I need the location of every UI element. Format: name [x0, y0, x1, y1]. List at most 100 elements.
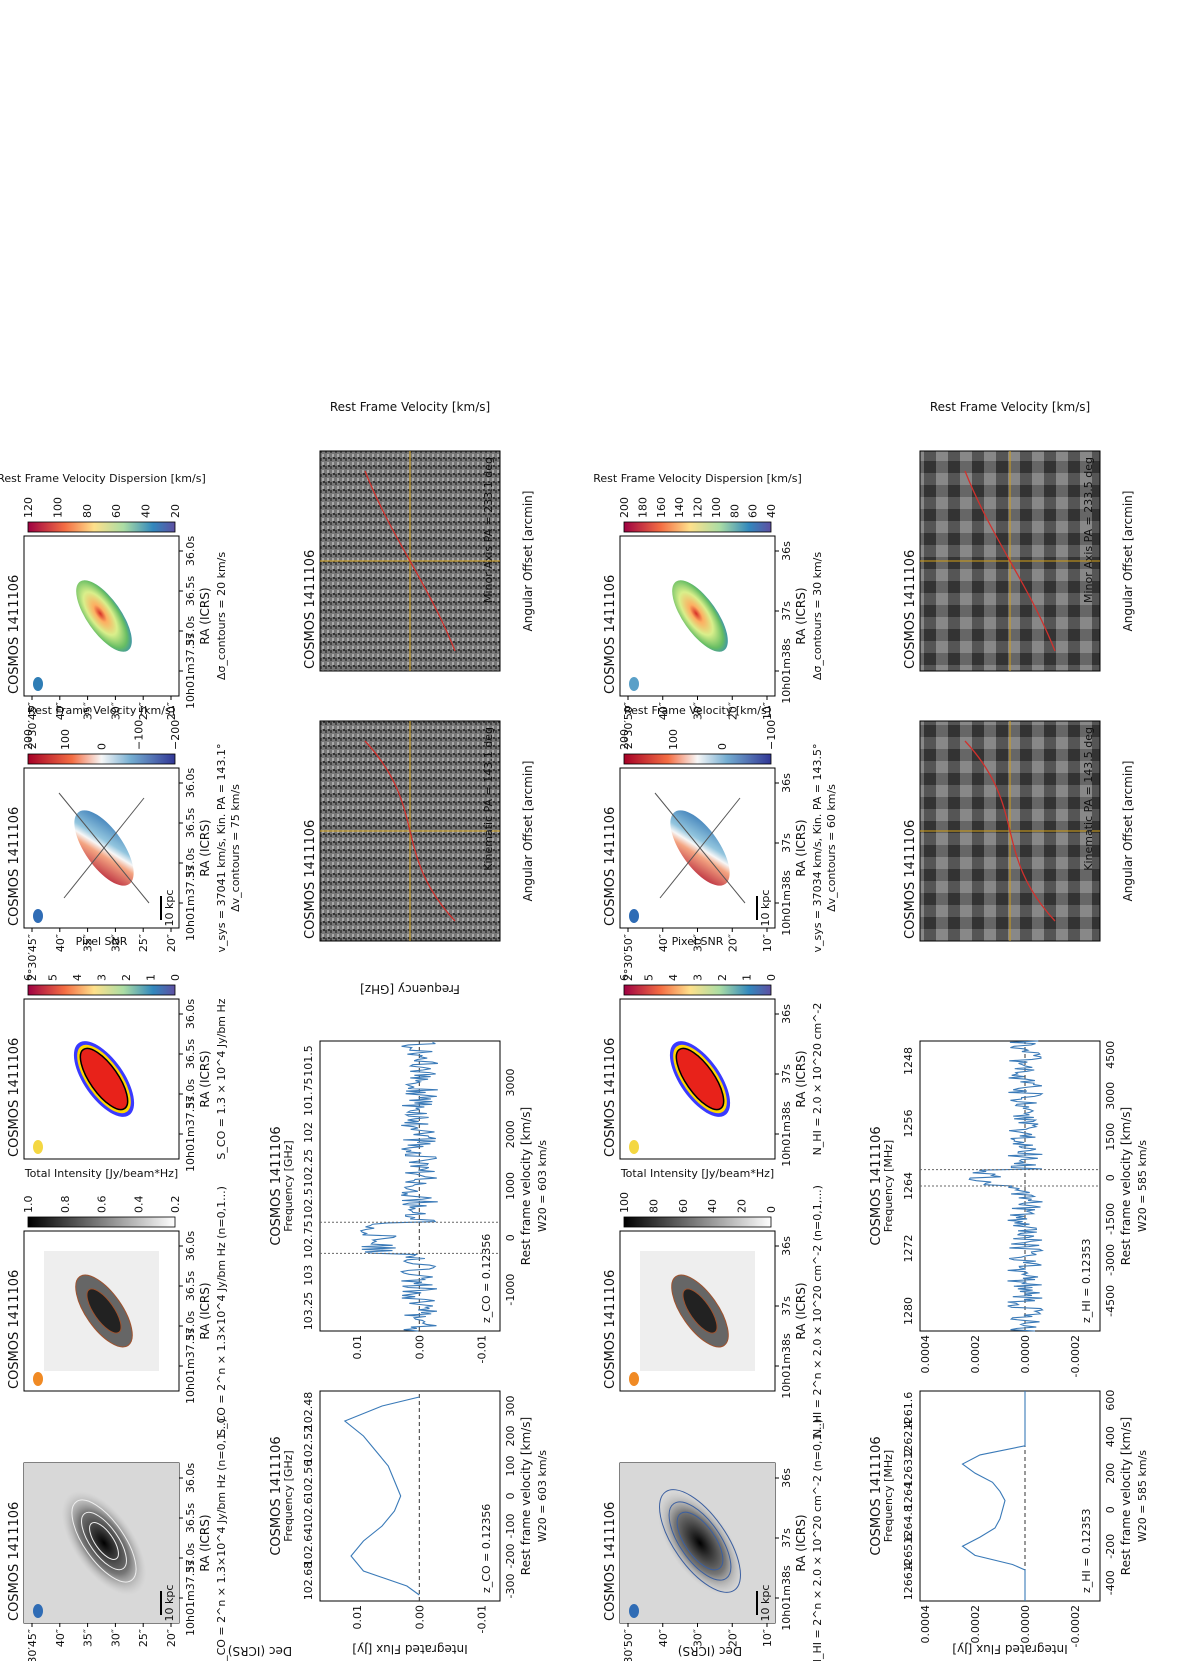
co-velocity-contours: Δv_contours = 75 km/s — [229, 784, 242, 912]
co-spec-large-top-tick: 101.75 — [302, 1077, 315, 1116]
co-velocity-colorbar — [27, 753, 176, 765]
hi-dispersion-field — [672, 580, 728, 652]
hi-spec-small-y-tick: 0.0002 — [969, 1605, 982, 1644]
co-intensity-ra-label: 36.5s — [184, 1271, 197, 1301]
co-dispersion-image — [33, 580, 132, 691]
co-spec-small-series — [343, 1396, 420, 1596]
hi-spec-large-y-tick: -0.0002 — [1069, 1335, 1082, 1377]
hi-dispersion-dec-label: 30″ — [692, 702, 705, 720]
hi-optical-beam — [629, 1604, 639, 1618]
co-dispersion-ra-label: 36.5s — [184, 576, 197, 606]
hi-velocity-colorbar-tick: −100 — [765, 720, 778, 750]
hi-snr-colorbar-label: Pixel SNR — [672, 935, 724, 948]
hi-pv-min-contour — [964, 470, 1056, 652]
co-snr-core — [79, 1047, 129, 1111]
co-snr-colorbar-tick: 6 — [22, 974, 35, 981]
co-spec-large-x-tick: 1000 — [504, 1172, 517, 1200]
hi-velocity-dec-label: 40″ — [657, 934, 670, 952]
co-optical-contour — [89, 1522, 119, 1560]
hi-intensity-caption: N_HI = 2^n × 2.0 × 10^20 cm^-2 (n=0,1,..… — [811, 1185, 824, 1437]
hi-velocity-dec-label: 30″ — [692, 934, 705, 952]
hi-velocity-minor-axis — [659, 797, 741, 899]
hi-intensity-ra-label: 36s — [780, 1236, 793, 1256]
co-dispersion-colorbar-label: Rest Frame Velocity Dispersion [km/s] — [0, 472, 206, 485]
co-optical-contour — [81, 1511, 127, 1571]
co-optical-scalebar-label: 10 kpc — [163, 1585, 176, 1622]
hi-velocity-dec-label: 2°30′50″ — [622, 934, 635, 981]
hi-optical-contour — [676, 1511, 724, 1571]
co-spec-small-x-tick: 200 — [504, 1426, 517, 1447]
co-velocity-beam — [33, 909, 43, 923]
co-intensity-colorbar-tick: 1.0 — [22, 1196, 35, 1214]
hi-velocity-ra-label: 36s — [780, 773, 793, 793]
hi-dispersion-ra-label: 36s — [780, 541, 793, 561]
co-snr-caption: S_CO = 1.3 × 10^4 Jy/bm Hz — [215, 998, 228, 1159]
co-dispersion-dec-label: 35″ — [82, 702, 95, 720]
hi-intensity-colorbar-tick: 100 — [618, 1192, 631, 1213]
hi-snr-core — [675, 1047, 725, 1111]
co-dispersion-ra-axis-label: RA (ICRS) — [198, 587, 212, 644]
co-snr-colorbar-tick: 5 — [47, 974, 60, 981]
hi-pv-min-rfv-label: Rest Frame Velocity [km/s] — [930, 400, 1090, 414]
hi-pv-min-x-axis-label: Angular Offset [arcmin] — [1121, 491, 1135, 632]
co-velocity-ra-label: 37.0s — [184, 848, 197, 878]
co-snr-image — [33, 1041, 135, 1154]
co-dispersion-colorbar-tick: 100 — [51, 497, 64, 518]
co-optical-contour — [71, 1499, 137, 1583]
co-optical-beam — [33, 1604, 43, 1618]
hi-pv-kin-pa-label: Kinematic PA = 143.5 deg — [1082, 727, 1095, 871]
co-spec-small-x-tick: 300 — [504, 1396, 517, 1417]
co-spec-small-y-tick: 0.01 — [351, 1605, 364, 1630]
hi-dispersion-dec-label: 40″ — [657, 702, 670, 720]
co-spec-large-x-tick: 2000 — [504, 1120, 517, 1148]
hi-velocity-colorbar-label: Rest Frame Velocity [km/s] — [624, 704, 771, 717]
hi-velocity-contours: Δv_contours = 60 km/s — [825, 784, 838, 912]
co-pv-kin-freq-axis-label: Frequency [GHz] — [360, 982, 460, 996]
co-optical-dec-label: 30″ — [109, 1629, 122, 1647]
co-spec-large-top-tick: 101.5 — [302, 1045, 315, 1077]
co-intensity-colorbar-label: Total Intensity [Jy/beam*Hz] — [24, 1167, 178, 1180]
hi-dispersion-dec-label: 2°30′50″ — [622, 702, 635, 749]
hi-spec-small-top-tick: 1261.6 — [902, 1392, 915, 1431]
co-snr-frame — [23, 998, 180, 1160]
hi-dispersion-dec-label: 10″ — [761, 702, 774, 720]
hi-optical-ra-label: 37s — [780, 1528, 793, 1548]
co-spec-large-x-tick: -1000 — [504, 1274, 517, 1306]
hi-dispersion-ra-axis-label: RA (ICRS) — [794, 587, 808, 644]
co-dispersion-frame — [23, 535, 180, 697]
hi-spec-large-redshift: z_HI = 0.12353 — [1080, 1239, 1093, 1324]
co-dispersion-colorbar-tick: 20 — [169, 504, 182, 518]
co-spec-large-x-tick: 3000 — [504, 1068, 517, 1096]
co-intensity-ra-axis-label: RA (ICRS) — [198, 1282, 212, 1339]
co-pv-min-pa-label: Minor Axis PA = 233.1 deg — [482, 457, 495, 603]
co-optical-dec-label: 2°30′45″ — [26, 1629, 39, 1661]
hi-velocity-colorbar-tick: 200 — [618, 729, 631, 750]
co-intensity-colorbar-tick: 0.8 — [59, 1196, 72, 1214]
hi-spec-small-x-tick: 600 — [1104, 1390, 1117, 1411]
hi-velocity-ra-label: 10h01m38s — [780, 870, 793, 936]
hi-dispersion-image — [629, 580, 728, 691]
hi-spec-small-x-tick: -200 — [1104, 1534, 1117, 1559]
co-spec-large-top-tick: 103 — [302, 1265, 315, 1286]
hi-dispersion-contours: Δσ_contours = 30 km/s — [811, 552, 824, 681]
co-spec-small-redshift: z_CO = 0.12356 — [480, 1504, 493, 1593]
hi-spec-large-x-tick: -3000 — [1104, 1244, 1117, 1276]
co-velocity-dec-label: 2°30′45″ — [26, 934, 39, 981]
hi-spec-small-x-tick: 400 — [1104, 1426, 1117, 1447]
co-optical-ra-label: 36.0s — [184, 1463, 197, 1493]
co-dispersion-beam — [33, 677, 43, 691]
hi-optical-caption: N_HI = 2^n × 2.0 × 10^20 cm^-2 (n=0,1...… — [811, 1419, 824, 1661]
hi-spec-large-x-tick: 4500 — [1104, 1041, 1117, 1069]
hi-spec-small-top-tick: 1264.8 — [902, 1505, 915, 1544]
hi-spec-large-x-tick: 0 — [1104, 1174, 1117, 1181]
hi-velocity-colorbar — [623, 753, 772, 765]
co-velocity-colorbar-tick: 0 — [96, 743, 109, 750]
co-dispersion-dec-label: 25″ — [137, 702, 150, 720]
co-spec-large-top-axis-label: Frequency [GHz] — [282, 1140, 295, 1231]
hi-spec-large-y-tick: 0.0004 — [919, 1335, 932, 1374]
hi-optical-galaxy — [657, 1490, 743, 1596]
co-optical-ra-axis-label: RA (ICRS) — [198, 1514, 212, 1571]
co-dispersion-dec-label: 2°30′45″ — [26, 702, 39, 749]
co-snr-ra-label: 37.0s — [184, 1079, 197, 1109]
co-spec-small-x-tick: -300 — [504, 1574, 517, 1599]
